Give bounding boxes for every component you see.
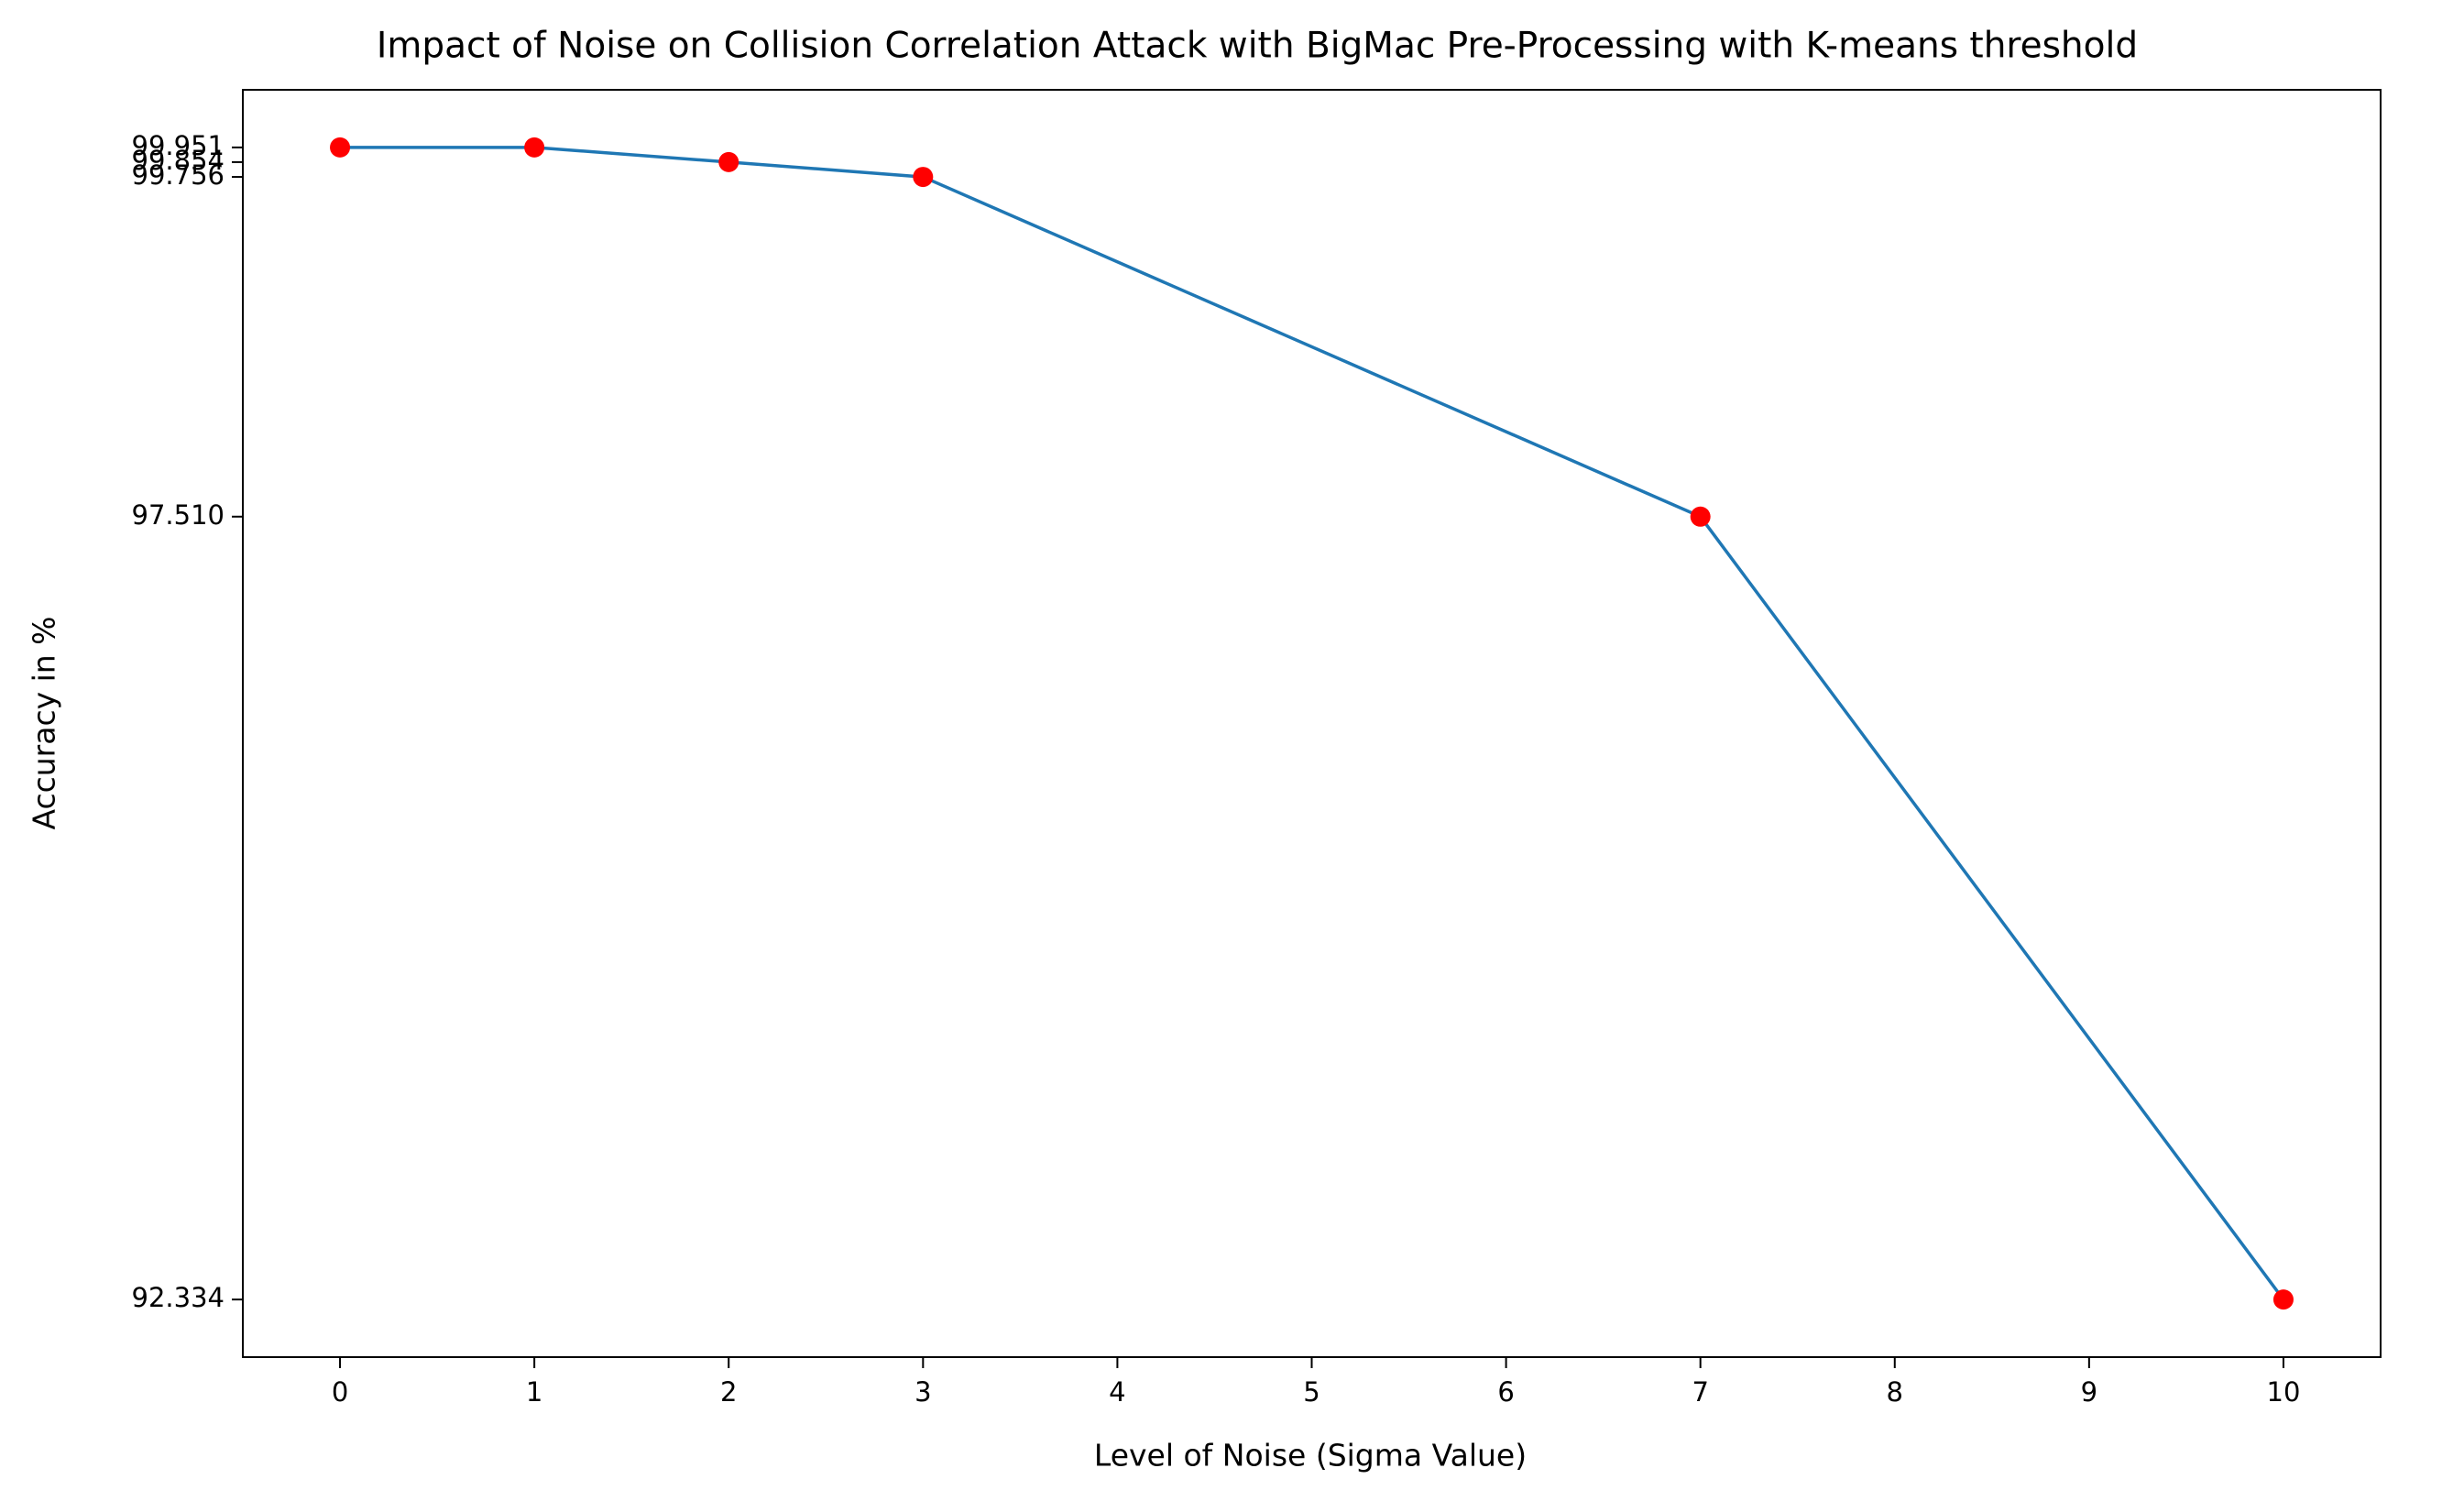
x-tick-label: 8 bbox=[1887, 1376, 1903, 1408]
x-tick-label: 10 bbox=[2267, 1376, 2301, 1408]
x-axis-label: Level of Noise (Sigma Value) bbox=[1094, 1438, 1527, 1474]
x-tick-label: 1 bbox=[526, 1376, 542, 1408]
line bbox=[340, 146, 2285, 1301]
point bbox=[1690, 506, 1711, 527]
x-tick-label: 9 bbox=[2081, 1376, 2097, 1408]
chart-title: Impact of Noise on Collision Correlation… bbox=[377, 26, 2138, 67]
y-tick-label: 97.510 bbox=[132, 499, 224, 531]
point bbox=[330, 137, 351, 158]
y-tick-label: 99.951 bbox=[132, 130, 224, 161]
x-tick-label: 5 bbox=[1303, 1376, 1320, 1408]
y-tick-label: 99.756 bbox=[132, 159, 224, 191]
point bbox=[524, 137, 545, 158]
x-tick-label: 2 bbox=[720, 1376, 737, 1408]
x-tick-label: 3 bbox=[914, 1376, 931, 1408]
y-tick-label: 99.854 bbox=[132, 145, 224, 176]
x-tick-label: 7 bbox=[1692, 1376, 1708, 1408]
x-tick-label: 4 bbox=[1109, 1376, 1125, 1408]
plot-frame bbox=[242, 89, 2382, 1358]
y-axis-label: Accuracy in % bbox=[27, 616, 62, 829]
x-tick-label: 6 bbox=[1497, 1376, 1514, 1408]
point bbox=[718, 151, 739, 172]
point bbox=[913, 167, 934, 188]
y-tick-label: 92.334 bbox=[132, 1282, 224, 1313]
x-tick-label: 0 bbox=[332, 1376, 348, 1408]
point bbox=[2272, 1289, 2294, 1310]
